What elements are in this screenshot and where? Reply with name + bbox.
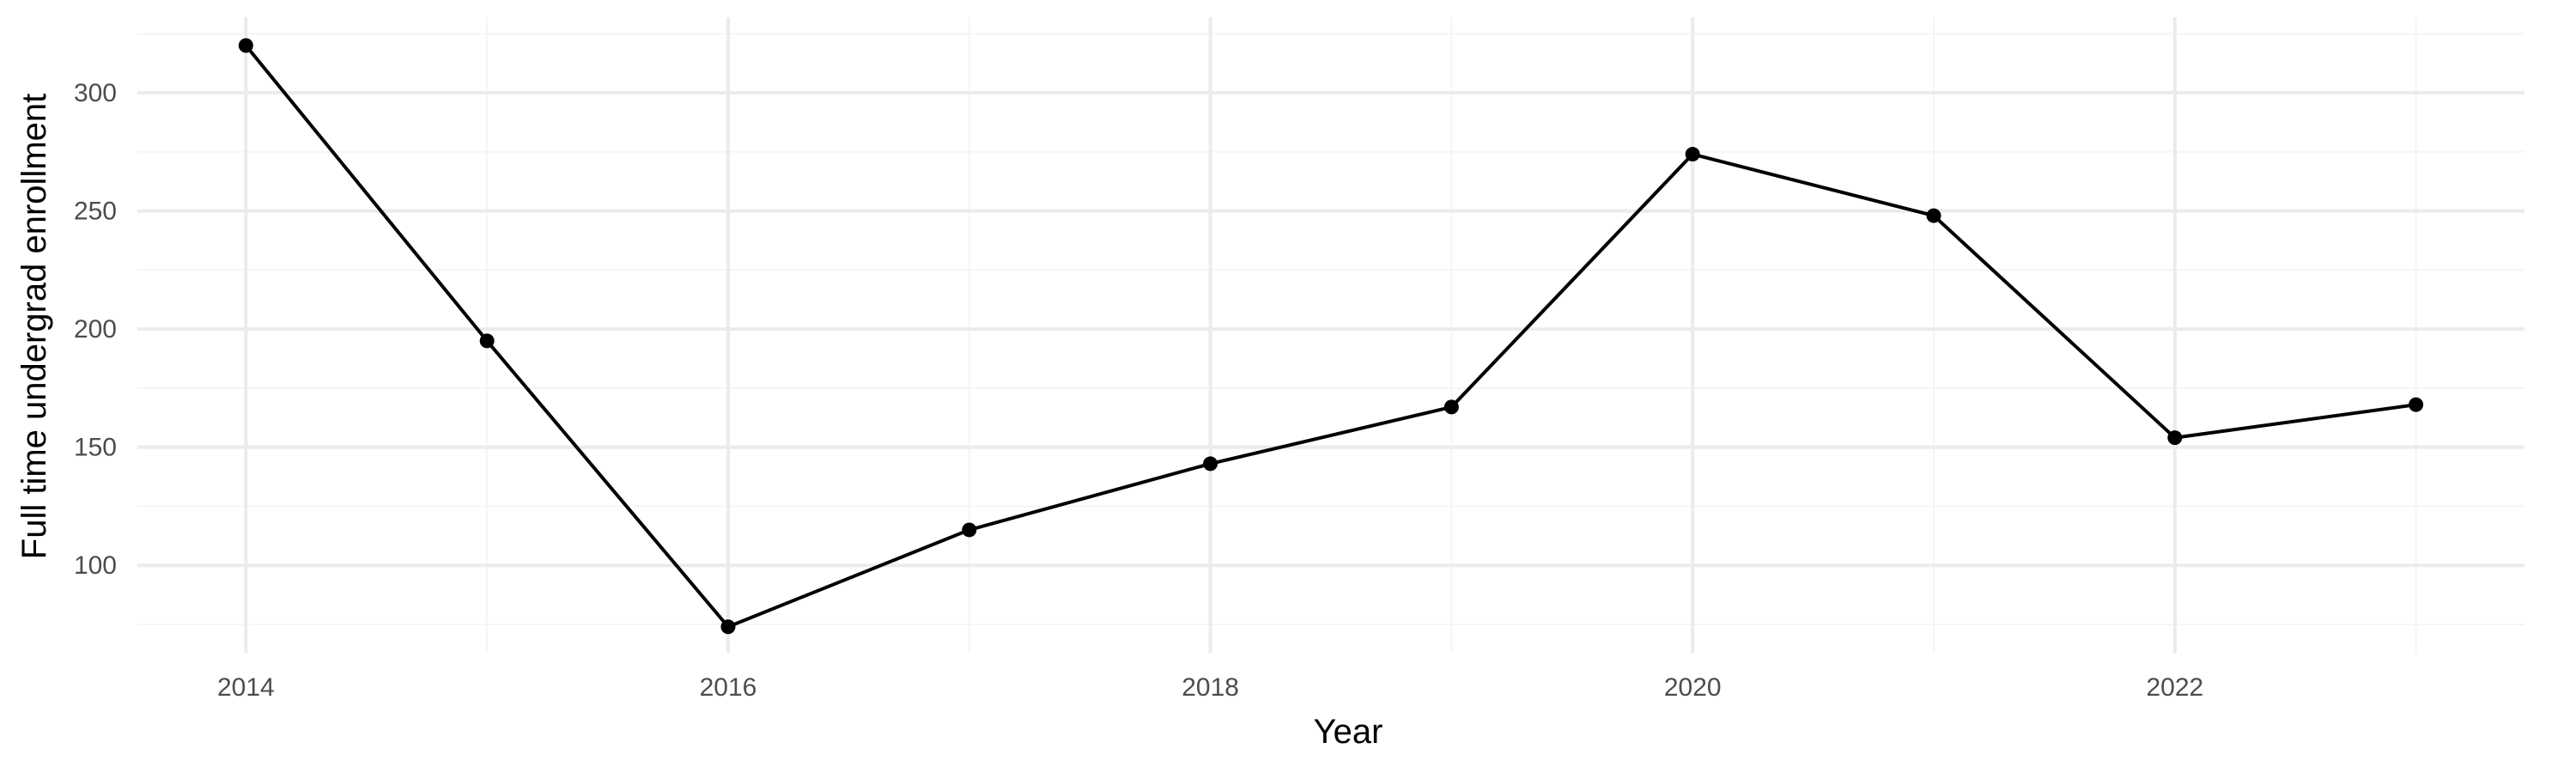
- series-layer: [238, 38, 2424, 635]
- data-point: [1926, 208, 1941, 223]
- series-line: [244, 44, 2416, 629]
- x-axis-title: Year: [1314, 713, 1383, 751]
- major-gridlines: [137, 17, 2524, 653]
- x-tick-label: 2020: [1664, 673, 1722, 702]
- y-tick-label: 100: [74, 551, 117, 580]
- y-tick-label: 150: [74, 434, 117, 462]
- y-tick-label: 250: [74, 198, 117, 226]
- data-point: [720, 619, 736, 635]
- y-tick-label: 300: [74, 79, 117, 107]
- minor-gridlines: [137, 17, 2524, 653]
- data-point: [1443, 399, 1459, 415]
- y-tick-label: 200: [74, 315, 117, 344]
- data-point: [1203, 456, 1218, 472]
- x-tick-label: 2016: [700, 673, 757, 702]
- data-point: [479, 333, 495, 349]
- x-tick-label: 2018: [1182, 673, 1239, 702]
- data-point: [2409, 397, 2424, 412]
- data-point: [1685, 147, 1700, 162]
- data-point: [238, 38, 253, 53]
- data-point: [962, 522, 977, 538]
- y-axis-tick-labels: 100 150 200 250 300: [74, 79, 117, 580]
- x-tick-label: 2022: [2146, 673, 2203, 702]
- data-point: [2167, 430, 2183, 446]
- x-tick-label: 2014: [217, 673, 275, 702]
- y-axis-title: Full time undergrad enrollment: [15, 94, 53, 559]
- x-axis-tick-labels: 2014 2016 2018 2020 2022: [217, 673, 2203, 702]
